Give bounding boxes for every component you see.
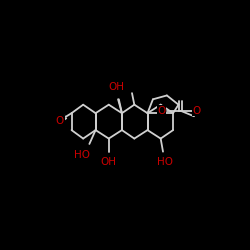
Text: HO: HO xyxy=(74,150,90,160)
Text: OH: OH xyxy=(101,158,117,168)
Text: OH: OH xyxy=(108,82,124,92)
Text: O: O xyxy=(192,106,200,116)
Text: O: O xyxy=(157,106,166,116)
Text: O: O xyxy=(56,116,64,126)
Text: HO: HO xyxy=(156,158,172,168)
